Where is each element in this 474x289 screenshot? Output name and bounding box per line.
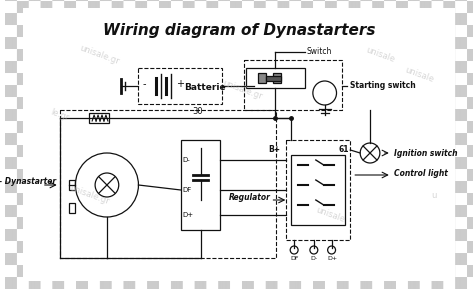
Text: Ignition switch: Ignition switch — [394, 149, 457, 158]
Text: unisale: unisale — [364, 46, 396, 64]
Bar — [246, 68, 305, 88]
Bar — [291, 155, 346, 225]
Text: DF: DF — [183, 187, 192, 193]
Text: D+: D+ — [183, 212, 194, 218]
Text: D-: D- — [310, 255, 317, 260]
Bar — [273, 73, 282, 83]
Text: u: u — [431, 190, 437, 199]
Bar — [181, 140, 220, 230]
Bar — [244, 60, 342, 110]
Bar — [265, 76, 282, 81]
Text: unisale.gr: unisale.gr — [221, 79, 263, 101]
Text: unisale: unisale — [315, 205, 346, 224]
Text: D-: D- — [183, 157, 191, 163]
Text: -: - — [142, 79, 146, 89]
Text: 61: 61 — [338, 145, 349, 155]
Text: le.gr: le.gr — [49, 108, 70, 123]
Text: DF: DF — [290, 255, 299, 260]
Text: Batterie: Batterie — [184, 82, 226, 92]
Text: unisale: unisale — [403, 66, 435, 84]
Text: D+: D+ — [328, 255, 338, 260]
Bar — [138, 68, 222, 104]
Text: Control light: Control light — [394, 168, 447, 177]
Text: Switch: Switch — [307, 47, 332, 57]
Text: +: + — [176, 79, 184, 89]
Text: 30: 30 — [192, 108, 203, 116]
Text: Wiring diagram of Dynastarters: Wiring diagram of Dynastarters — [103, 23, 375, 38]
Bar — [60, 110, 276, 258]
Text: - Dynastarter: - Dynastarter — [0, 177, 55, 186]
Bar — [89, 113, 109, 123]
Bar — [70, 203, 75, 213]
Text: B+: B+ — [269, 145, 281, 155]
Bar — [286, 140, 350, 240]
Text: unisale.gr: unisale.gr — [68, 184, 110, 206]
Text: Regulator: Regulator — [229, 194, 271, 203]
Bar — [70, 180, 75, 190]
Text: unisale.gr: unisale.gr — [78, 44, 120, 66]
Bar — [258, 73, 265, 83]
Text: Starting switch: Starting switch — [350, 81, 416, 90]
